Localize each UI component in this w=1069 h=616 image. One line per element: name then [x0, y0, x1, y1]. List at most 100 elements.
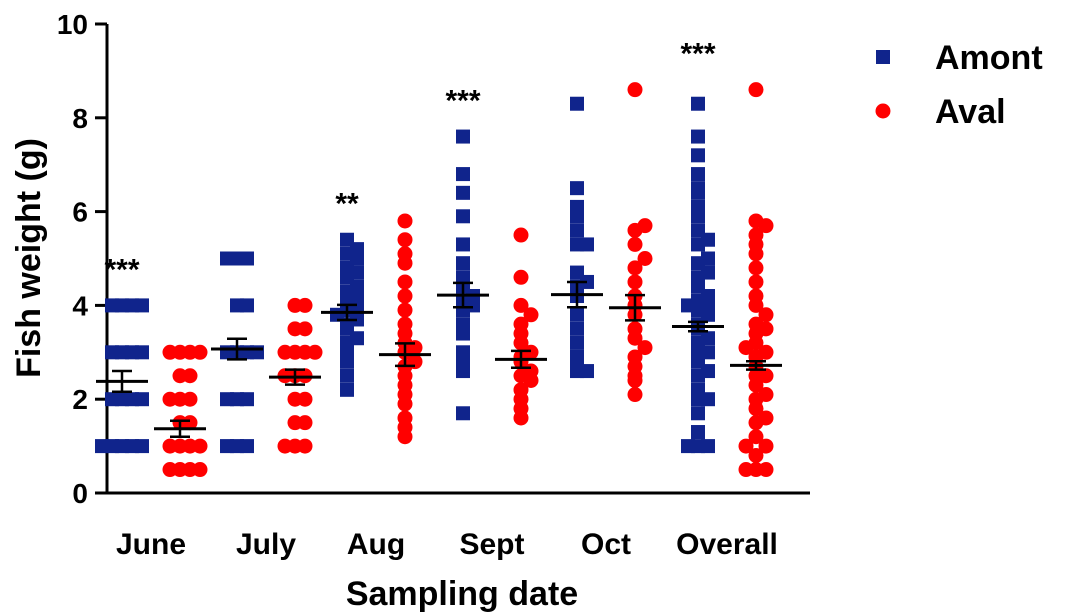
aval-point — [162, 391, 178, 407]
aval-point — [192, 438, 208, 454]
aval-point — [162, 462, 178, 478]
aval-point — [162, 344, 178, 360]
x-axis-categories: June July Aug Sept Oct Overall — [116, 528, 778, 561]
amont-point — [95, 439, 109, 454]
amont-point — [135, 298, 149, 313]
amont-point — [456, 406, 470, 421]
amont-point — [240, 251, 254, 266]
aval-point — [297, 297, 313, 313]
aval-point — [397, 213, 413, 229]
significance-label: *** — [445, 85, 480, 118]
aval-point — [627, 349, 643, 365]
amont-point — [220, 439, 234, 454]
amont-point — [570, 181, 584, 196]
amont-point — [456, 345, 470, 360]
amont-point — [240, 298, 254, 313]
aval-point — [758, 307, 774, 323]
aval-point — [523, 344, 539, 360]
y-axis-title: Fish weight (g) — [10, 138, 48, 378]
amont-point — [570, 199, 584, 214]
amont-point — [570, 321, 584, 336]
amont-point — [135, 439, 149, 454]
aval-point — [748, 213, 764, 229]
amont-point — [691, 199, 705, 214]
aval-point — [397, 274, 413, 290]
legend-label: Amont — [935, 39, 1043, 77]
aval-point — [513, 316, 529, 332]
x-category-label: July — [236, 528, 296, 561]
amont-point — [250, 345, 264, 360]
aval-point — [627, 82, 643, 98]
amont-point — [681, 439, 695, 454]
amont-point — [691, 181, 705, 196]
amont-point — [456, 167, 470, 182]
aval-point — [277, 438, 293, 454]
legend-label: Aval — [935, 93, 1006, 131]
aval-point — [297, 391, 313, 407]
aval-point — [758, 344, 774, 360]
data-points — [95, 82, 774, 478]
aval-point — [397, 246, 413, 262]
significance-label: ** — [335, 188, 359, 221]
aval-point — [397, 302, 413, 318]
amont-point — [340, 232, 354, 247]
aval-point — [748, 82, 764, 98]
amont-point — [456, 237, 470, 252]
aval-point — [748, 260, 764, 276]
x-category-label: June — [116, 528, 186, 561]
aval-point — [162, 438, 178, 454]
amont-point — [105, 345, 119, 360]
aval-point — [758, 368, 774, 384]
amont-point — [456, 317, 470, 332]
amont-point — [701, 251, 715, 266]
aval-point — [192, 462, 208, 478]
y-axis-ticks: 0 2 4 6 8 10 — [57, 9, 107, 509]
amont-point — [570, 223, 584, 238]
amont-point — [456, 256, 470, 271]
amont-point — [691, 425, 705, 440]
amont-point — [701, 439, 715, 454]
legend-marker-aval — [875, 103, 891, 119]
aval-point — [397, 288, 413, 304]
aval-point — [297, 415, 313, 431]
aval-point — [397, 316, 413, 332]
significance-label: *** — [104, 253, 139, 286]
aval-point — [513, 297, 529, 313]
aval-point — [397, 232, 413, 248]
amont-point — [570, 349, 584, 364]
amont-point — [340, 368, 354, 383]
aval-point — [748, 227, 764, 243]
aval-point — [513, 269, 529, 285]
aval-point — [758, 387, 774, 403]
amont-point — [105, 392, 119, 407]
aval-point — [277, 344, 293, 360]
aval-point — [637, 251, 653, 266]
amont-point — [691, 167, 705, 182]
amont-point — [220, 392, 234, 407]
aval-point — [182, 368, 198, 384]
amont-point — [220, 345, 234, 360]
aval-point — [738, 438, 754, 454]
amont-point — [240, 392, 254, 407]
amont-point — [456, 185, 470, 200]
legend-marker-amont — [876, 50, 890, 64]
x-category-label: Overall — [676, 528, 778, 561]
amont-point — [105, 298, 119, 313]
amont-point — [691, 129, 705, 144]
amont-point — [135, 392, 149, 407]
aval-point — [748, 316, 764, 332]
aval-point — [627, 321, 643, 337]
aval-point — [637, 218, 653, 234]
amont-point — [580, 237, 594, 252]
y-tick-label: 8 — [72, 103, 88, 134]
amont-point — [220, 251, 234, 266]
aval-point — [627, 274, 643, 290]
amont-point — [240, 439, 254, 454]
amont-point — [691, 406, 705, 421]
significance-labels: *********** — [104, 38, 715, 287]
aval-point — [748, 288, 764, 304]
amont-point — [691, 148, 705, 163]
x-axis-title: Sampling date — [346, 575, 578, 613]
aval-point — [182, 391, 198, 407]
amont-point — [570, 307, 584, 322]
